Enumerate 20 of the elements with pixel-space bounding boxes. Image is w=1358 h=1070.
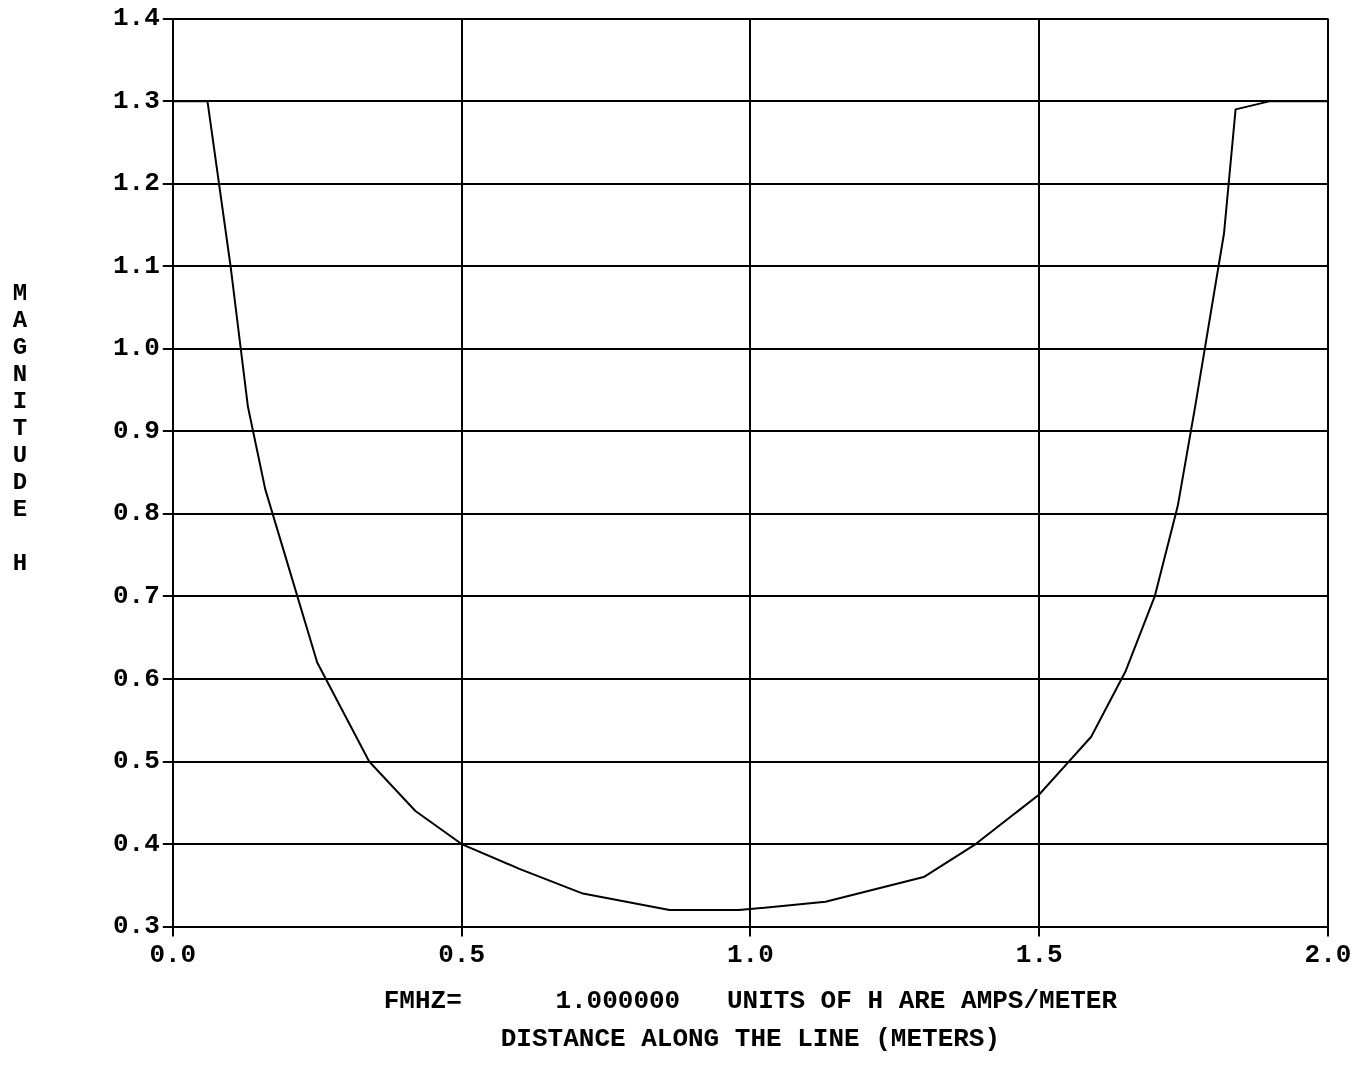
x-tick-label: 0.0: [149, 939, 197, 970]
x-tick-label: 1.0: [727, 939, 774, 970]
x-tick-label: 2.0: [1304, 939, 1352, 970]
y-tick-label: 1.1: [113, 250, 160, 281]
x-tick-label: 1.5: [1015, 939, 1063, 970]
y-tick-label: 0.5: [113, 746, 160, 777]
y-tick-label: 1.0: [113, 333, 160, 364]
y-tick-label: 1.2: [113, 168, 160, 199]
text: MAGNITUDE H: [12, 280, 28, 577]
y-tick-label: 0.3: [113, 911, 160, 942]
y-tick-label: 0.6: [113, 663, 160, 694]
y-tick-label: 1.4: [113, 3, 160, 34]
y-tick-label: 0.8: [113, 498, 160, 529]
y-tick-label: 1.3: [113, 85, 160, 116]
x-tick-label: 0.5: [438, 939, 486, 970]
y-tick-label: 0.9: [113, 415, 160, 446]
x-axis-title: DISTANCE ALONG THE LINE (METERS): [500, 1023, 1001, 1054]
y-tick-label: 0.7: [113, 580, 160, 611]
y-tick-label: 0.4: [113, 828, 160, 859]
text: FMHZ= 1.000000 UNITS OF H ARE AMPS/METER: [383, 986, 1118, 1017]
